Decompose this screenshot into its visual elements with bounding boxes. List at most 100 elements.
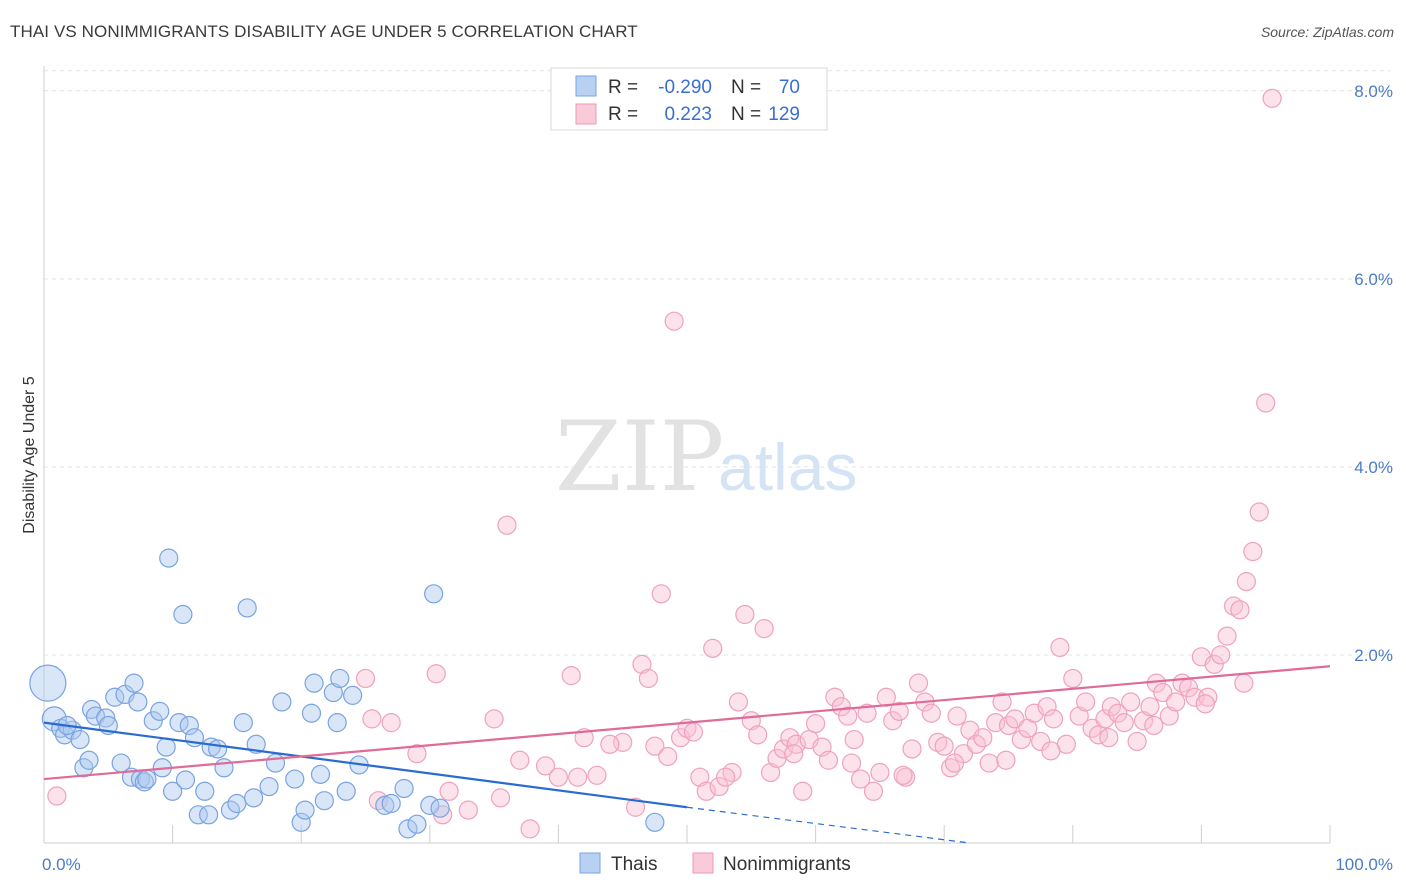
y-tick-label-2: 6.0% (1354, 270, 1393, 289)
nonimmigrants-point (1127, 731, 1147, 752)
thais-point (301, 703, 322, 723)
nonimmigrants-point (851, 769, 871, 789)
thais-point (233, 713, 253, 733)
thais-point (150, 701, 170, 721)
nonimmigrants-point (651, 584, 671, 604)
nonimmigrants-point (574, 728, 594, 748)
nonimmigrants-point (893, 765, 913, 785)
nonimmigrants-point (520, 819, 540, 839)
nonimmigrants-point (1243, 541, 1263, 562)
nonimmigrants-point (1099, 728, 1119, 748)
thais-point (323, 682, 343, 703)
nonimmigrants-point (760, 762, 781, 783)
nonimmigrants-point (973, 728, 993, 748)
watermark-zip: ZIP (555, 401, 724, 513)
legend-r-label-2: R = (608, 104, 638, 125)
thais-point (237, 598, 257, 618)
series-legend-thais: Thais (611, 854, 657, 875)
legend-box (550, 67, 828, 131)
nonimmigrants-point (1005, 709, 1025, 729)
nonimmigrants-point (728, 692, 749, 712)
thais-point (143, 711, 163, 731)
nonimmigrants-point (838, 706, 858, 726)
y-axis-label: Disability Age Under 5 (21, 376, 38, 534)
thais-point (310, 764, 331, 784)
thais-point (70, 729, 90, 750)
nonimmigrants-point (1121, 692, 1141, 712)
nonimmigrants-point (889, 701, 909, 721)
nonimmigrants-point (870, 762, 890, 783)
thais-point (381, 793, 401, 814)
nonimmigrants-point (1041, 741, 1061, 761)
thais-point (272, 692, 292, 712)
nonimmigrants-point (996, 750, 1016, 770)
x-tick-label-1: 100.0% (1335, 855, 1393, 874)
nonimmigrants-point (490, 788, 511, 808)
nonimmigrants-point (561, 666, 581, 686)
thais-point (244, 788, 264, 808)
nonimmigrants-point (857, 703, 877, 723)
thais-point (163, 781, 183, 801)
nonimmigrants-point (1011, 729, 1031, 750)
x-tick-labels: 0.0% 100.0% (42, 855, 1393, 874)
nonimmigrants-point (439, 781, 459, 801)
nonimmigrants-point (362, 709, 382, 729)
series-legend-nonimmigrants: Nonimmigrants (723, 854, 851, 875)
nonimmigrants-point (664, 311, 684, 331)
nonimmigrants-point (709, 776, 729, 797)
source-label: Source: ZipAtlas.com (1260, 24, 1394, 40)
nonimmigrants-point (754, 619, 774, 639)
y-tick-labels: 2.0% 4.0% 6.0% 8.0% (1354, 82, 1393, 665)
nonimmigrants-point (1159, 706, 1179, 726)
nonimmigrants-point (47, 786, 67, 806)
legend-r-value-1: -0.290 (658, 77, 712, 98)
thais-point (179, 715, 199, 736)
nonimmigrants-point (1256, 393, 1276, 413)
thais-point (29, 664, 67, 702)
nonimmigrants-point (1262, 88, 1282, 108)
nonimmigrants-point (407, 744, 427, 764)
nonimmigrants-point (510, 750, 530, 770)
nonimmigrants-point (883, 711, 903, 731)
series-legend: Thais Nonimmigrants (579, 852, 851, 875)
watermark-atlas: atlas (718, 430, 857, 504)
nonimmigrants-point (934, 736, 954, 756)
nonimmigrants-point (944, 753, 965, 773)
nonimmigrants-point (1108, 703, 1128, 723)
nonimmigrants-point (842, 753, 862, 773)
nonimmigrants-point (805, 713, 826, 734)
legend-swatch-nonimmigrants (575, 103, 597, 125)
thais-trend-line (43, 721, 688, 809)
thais-point (394, 778, 414, 799)
nonimmigrants-point (831, 697, 851, 717)
nonimmigrants-point (587, 765, 607, 785)
thais-point (304, 673, 324, 693)
thais-point (327, 713, 347, 733)
thais-point (214, 758, 234, 778)
nonimmigrants-point (844, 729, 864, 750)
nonimmigrants-point (1037, 697, 1057, 717)
thais-point (645, 812, 665, 832)
nonimmigrants-point (908, 673, 929, 693)
nonimmigrants-point (600, 734, 620, 754)
nonimmigrants-point (825, 687, 845, 707)
legend-n-value-2: 129 (768, 104, 800, 125)
correlation-legend: R = -0.290 N = 70 R = 0.223 N = 129 (550, 67, 828, 131)
watermark: ZIP atlas (555, 401, 857, 513)
nonimmigrants-point (748, 725, 768, 745)
nonimmigrants-point (355, 668, 376, 689)
y-tick-label-0: 2.0% (1354, 646, 1393, 665)
nonimmigrants-point (690, 767, 710, 787)
thais-point (134, 772, 154, 792)
legend-n-label-2: N = (731, 104, 761, 125)
nonimmigrants-point (793, 781, 813, 801)
thais-point (79, 750, 99, 770)
thais-points (29, 548, 665, 839)
nonimmigrants-point (1211, 645, 1231, 665)
legend-n-label-1: N = (731, 77, 761, 98)
nonimmigrants-point (773, 739, 794, 759)
legend-r-value-2: 0.223 (664, 104, 712, 125)
nonimmigrants-point (735, 604, 755, 625)
thais-point (156, 737, 176, 757)
